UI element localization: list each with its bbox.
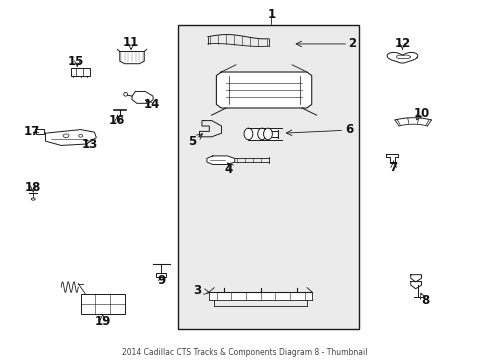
Ellipse shape: [257, 128, 266, 140]
Text: 5: 5: [188, 135, 196, 148]
Text: 16: 16: [109, 114, 125, 127]
Polygon shape: [410, 282, 421, 289]
Bar: [257, 128, 277, 140]
Polygon shape: [216, 72, 311, 108]
Text: 12: 12: [393, 37, 410, 50]
Text: 11: 11: [122, 36, 139, 49]
Text: 14: 14: [143, 98, 160, 111]
Text: 4: 4: [224, 163, 232, 176]
Polygon shape: [45, 130, 96, 145]
Bar: [244, 128, 263, 140]
Polygon shape: [206, 156, 234, 165]
Polygon shape: [410, 275, 421, 282]
Ellipse shape: [244, 128, 252, 140]
Polygon shape: [120, 51, 144, 64]
Text: 8: 8: [421, 294, 428, 307]
Polygon shape: [394, 118, 430, 126]
Ellipse shape: [31, 198, 35, 200]
Text: 19: 19: [94, 315, 111, 328]
Ellipse shape: [263, 128, 272, 140]
Text: 7: 7: [389, 161, 397, 174]
Ellipse shape: [63, 134, 69, 138]
Bar: [71, 68, 90, 76]
Text: 2014 Cadillac CTS Tracks & Components Diagram 8 - Thumbnail: 2014 Cadillac CTS Tracks & Components Di…: [122, 348, 366, 356]
Text: 6: 6: [345, 123, 352, 136]
Bar: [156, 273, 166, 277]
Text: 13: 13: [81, 138, 98, 151]
Ellipse shape: [118, 117, 122, 119]
Bar: [36, 129, 43, 134]
Polygon shape: [132, 91, 153, 103]
Bar: [81, 294, 124, 314]
Text: 3: 3: [193, 284, 201, 297]
Polygon shape: [386, 53, 417, 63]
Text: 1: 1: [267, 8, 275, 21]
Ellipse shape: [123, 93, 127, 96]
Polygon shape: [386, 154, 397, 163]
Text: 2: 2: [347, 37, 355, 50]
Text: 17: 17: [23, 125, 40, 138]
Ellipse shape: [79, 134, 82, 137]
Bar: [178, 25, 359, 329]
Text: 15: 15: [67, 55, 84, 68]
Text: 18: 18: [25, 181, 41, 194]
Text: 9: 9: [157, 274, 165, 287]
Text: 10: 10: [412, 107, 429, 120]
